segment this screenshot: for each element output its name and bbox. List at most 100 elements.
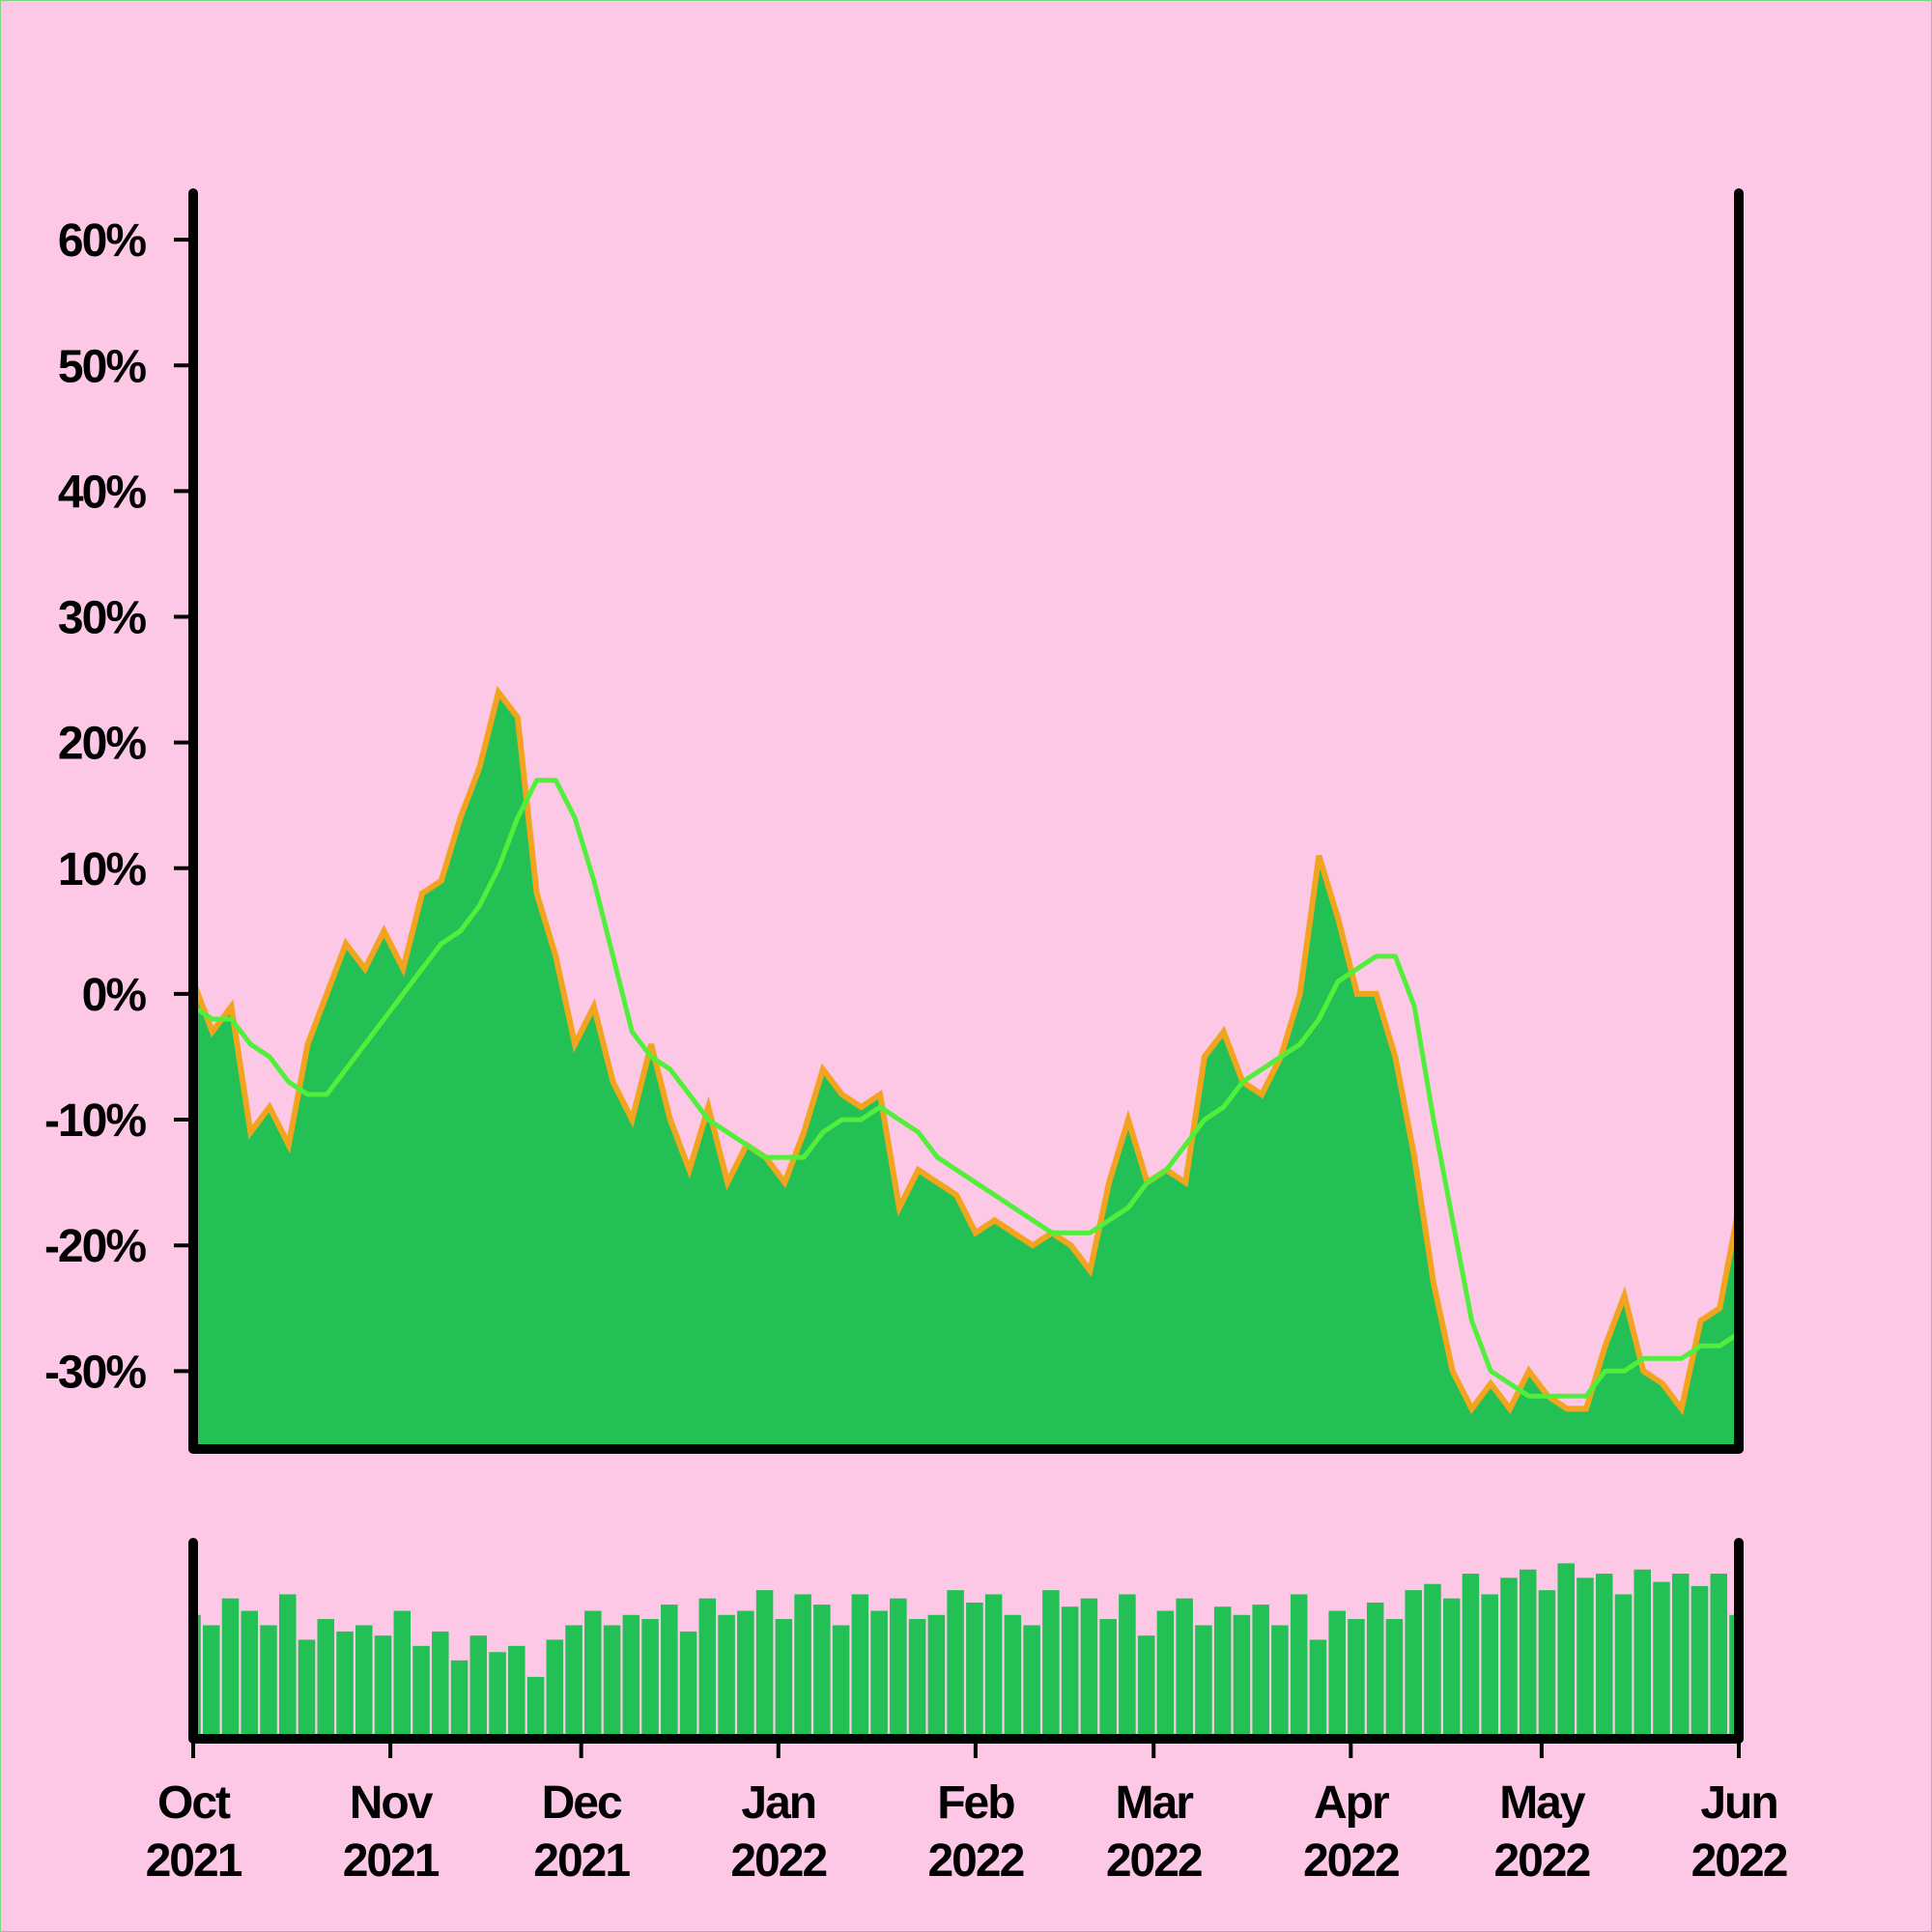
y-tick-label: 30% [58,593,146,644]
volume-bar [870,1610,888,1739]
volume-bar [1099,1619,1117,1739]
x-tick-label: Feb 2022 [927,1777,1023,1887]
volume-bar [202,1625,220,1739]
axes: -30% -20% -10% 0% 10% 20% 30% 40% 50% 60% Oct 2021 N… [44,188,1789,1887]
x-tick-label: Jan 2022 [730,1777,826,1887]
volume-bar [1366,1602,1384,1739]
volume-bar [737,1610,754,1739]
volume-bar [890,1598,907,1739]
volume-bar [432,1631,449,1739]
volume-bar [1176,1598,1193,1739]
y-tick-label: 40% [58,467,146,518]
volume-bar [1710,1574,1728,1739]
volume-bar [661,1605,678,1739]
volume-bar [622,1614,640,1739]
volume-bar [1500,1577,1518,1739]
y-tick-label: 0% [82,970,147,1021]
volume-bar [1061,1606,1079,1739]
x-tick-label: Oct 2021 [146,1777,242,1887]
volume-bar [1405,1590,1422,1739]
volume-bar [1538,1590,1556,1739]
volume-bar [1671,1574,1690,1739]
volume-bar [393,1610,412,1739]
volume-bar [1233,1614,1251,1739]
volume-bar [1328,1610,1346,1739]
volume-bar [584,1610,602,1739]
y-tick-label: 10% [58,844,146,895]
volume-bar [1156,1610,1175,1739]
volume-bar [1119,1594,1136,1739]
y-tick-label: 20% [58,719,146,770]
volume-bar [1442,1598,1461,1739]
volume-bar [1481,1594,1498,1739]
volume-bar [1653,1581,1670,1739]
volume-bar [927,1614,946,1739]
volume-bar [412,1645,430,1739]
y-tick-label: 50% [58,341,146,392]
volume-bar [221,1598,240,1739]
volume-bar [1252,1605,1269,1739]
x-tick-label: Apr 2022 [1303,1777,1399,1887]
x-tick-label: Dec 2021 [533,1777,630,1887]
volume-bar [469,1635,488,1739]
volume-bar [508,1645,526,1739]
volume-bar [1309,1639,1327,1739]
volume-bar [984,1594,1003,1739]
volume-bar [1271,1625,1289,1739]
volume-bar [450,1660,469,1739]
volume-bar [355,1625,373,1739]
area [193,692,1739,1449]
volume-bar [279,1594,297,1739]
volume-bar [1042,1590,1060,1739]
volume-bar [908,1619,926,1739]
volume-bar [1004,1614,1022,1739]
volume-bar [794,1594,811,1739]
volume-bar [1213,1606,1232,1739]
volume-bar [1462,1574,1480,1739]
volume-bar [241,1610,259,1739]
volume-frame [188,1538,1744,1744]
volume-bar [1348,1619,1365,1739]
volume-bar [1729,1614,1737,1739]
y-tick-label: 60% [58,215,146,267]
x-tick-label: Mar 2022 [1106,1777,1202,1887]
volume-bar [813,1605,831,1739]
volume-bar [1424,1583,1441,1739]
x-tick-label: Nov 2021 [343,1777,440,1887]
x-tick-label: May 2022 [1493,1777,1589,1887]
volume-bar [1080,1598,1098,1739]
volume-bar [546,1639,564,1739]
volume-bar [336,1631,354,1739]
y-tick-label: -30% [44,1347,146,1398]
y-tick-label: -20% [44,1221,146,1272]
volume-bar [1137,1635,1155,1739]
volume-bar [966,1602,983,1739]
volume-bar [489,1652,506,1739]
volume-bar [679,1631,697,1739]
volume-bar [317,1619,335,1739]
volume-bar [603,1625,621,1739]
volume-bar [718,1614,735,1739]
volume-bar [641,1619,659,1739]
volume-bar [1023,1625,1040,1739]
volume-bar [947,1590,964,1739]
volume-bar [1614,1594,1633,1739]
main-frame [188,188,1744,1454]
plot-marks [193,685,1739,1739]
volume-bar [526,1676,545,1739]
volume-bar [775,1619,793,1739]
volume-bar [1385,1619,1404,1739]
y-tick-label: -10% [44,1095,146,1147]
area-edge [193,685,1739,1416]
volume-bar [298,1639,316,1739]
moving-average-line [193,778,1739,1399]
x-tick-label: Jun 2022 [1691,1777,1787,1887]
volume-bar [260,1625,277,1739]
volume-bar [1690,1585,1709,1739]
volume-bar [832,1625,850,1739]
volume-bar [851,1594,869,1739]
volume-bar [1577,1577,1594,1739]
volume-bar [565,1625,582,1739]
